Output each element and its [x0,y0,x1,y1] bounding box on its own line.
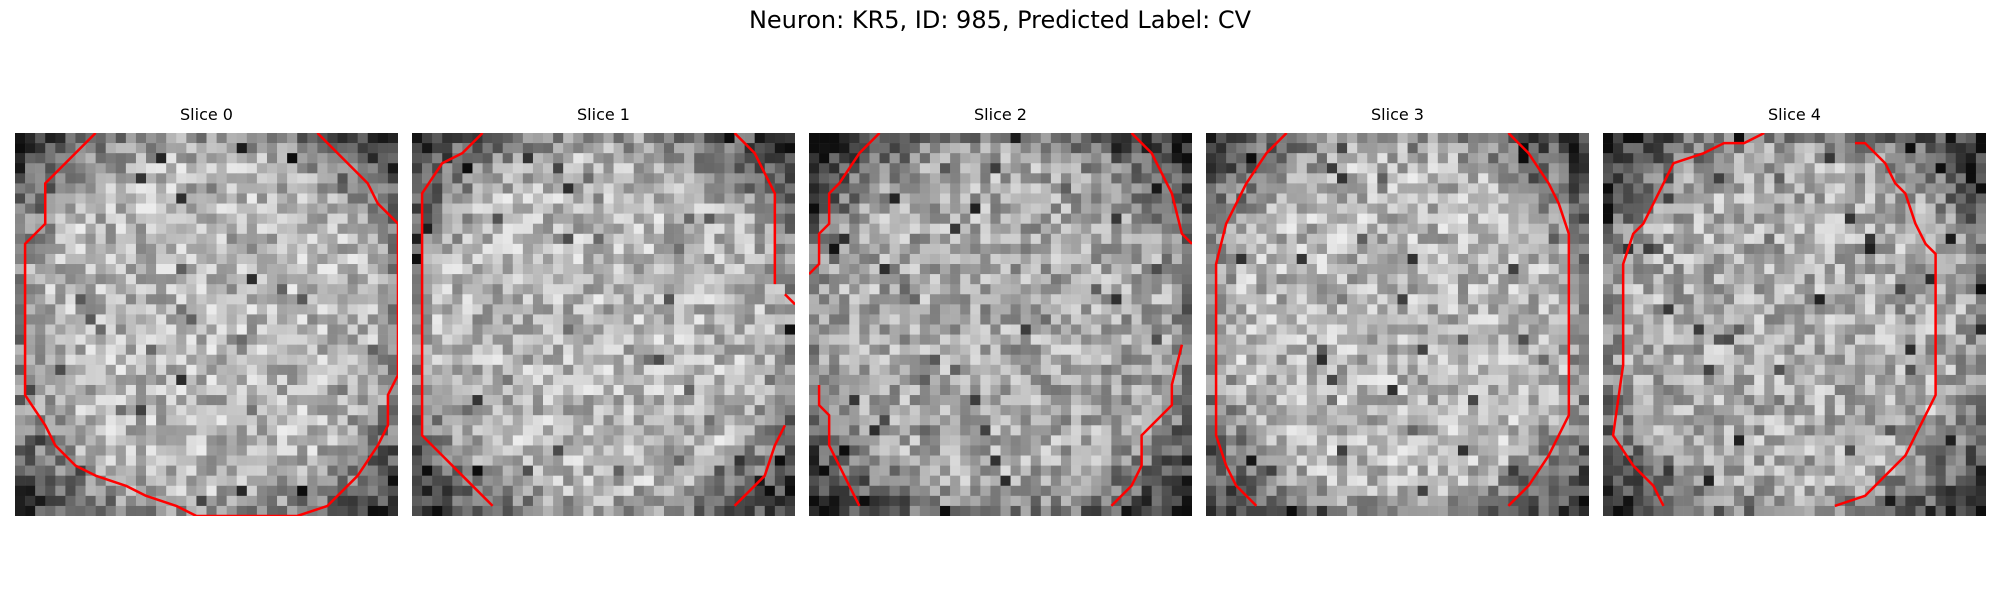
slice-panel-0: Slice 0 [15,105,398,516]
contour-line-1-0 [420,133,494,507]
slice-image-1 [412,133,795,516]
contour-line-2-1 [1130,133,1192,245]
contour-line-3-1 [1507,133,1571,507]
slice-image-0 [15,133,398,516]
contour-line-2-0 [809,133,881,275]
contour-line-4-1 [1834,141,1937,508]
contour-line-3-0 [1214,133,1288,507]
slice-panel-2: Slice 2 [809,105,1192,516]
slice-panel-3: Slice 3 [1206,105,1589,516]
contour-line-1-2 [784,293,795,306]
slice-title-0: Slice 0 [180,105,233,124]
slice-panel-4: Slice 4 [1603,105,1986,516]
slice-image-2 [809,133,1192,516]
figure-title: Neuron: KR5, ID: 985, Predicted Label: C… [748,6,1252,34]
slice-image-3 [1206,133,1589,516]
contour-line-1-3 [733,424,787,507]
slice-title-3: Slice 3 [1371,105,1424,124]
slice-image-4 [1603,133,1986,516]
contour-line-2-2 [817,384,861,507]
slice-title-2: Slice 2 [974,105,1027,124]
contour-line-0-0 [23,133,398,516]
slice-title-1: Slice 1 [577,105,630,124]
slice-panel-1: Slice 1 [412,105,795,516]
contour-line-1-1 [733,133,777,285]
contour-line-4-0 [1611,133,1765,507]
slice-title-4: Slice 4 [1768,105,1821,124]
contour-line-2-3 [1110,344,1184,507]
